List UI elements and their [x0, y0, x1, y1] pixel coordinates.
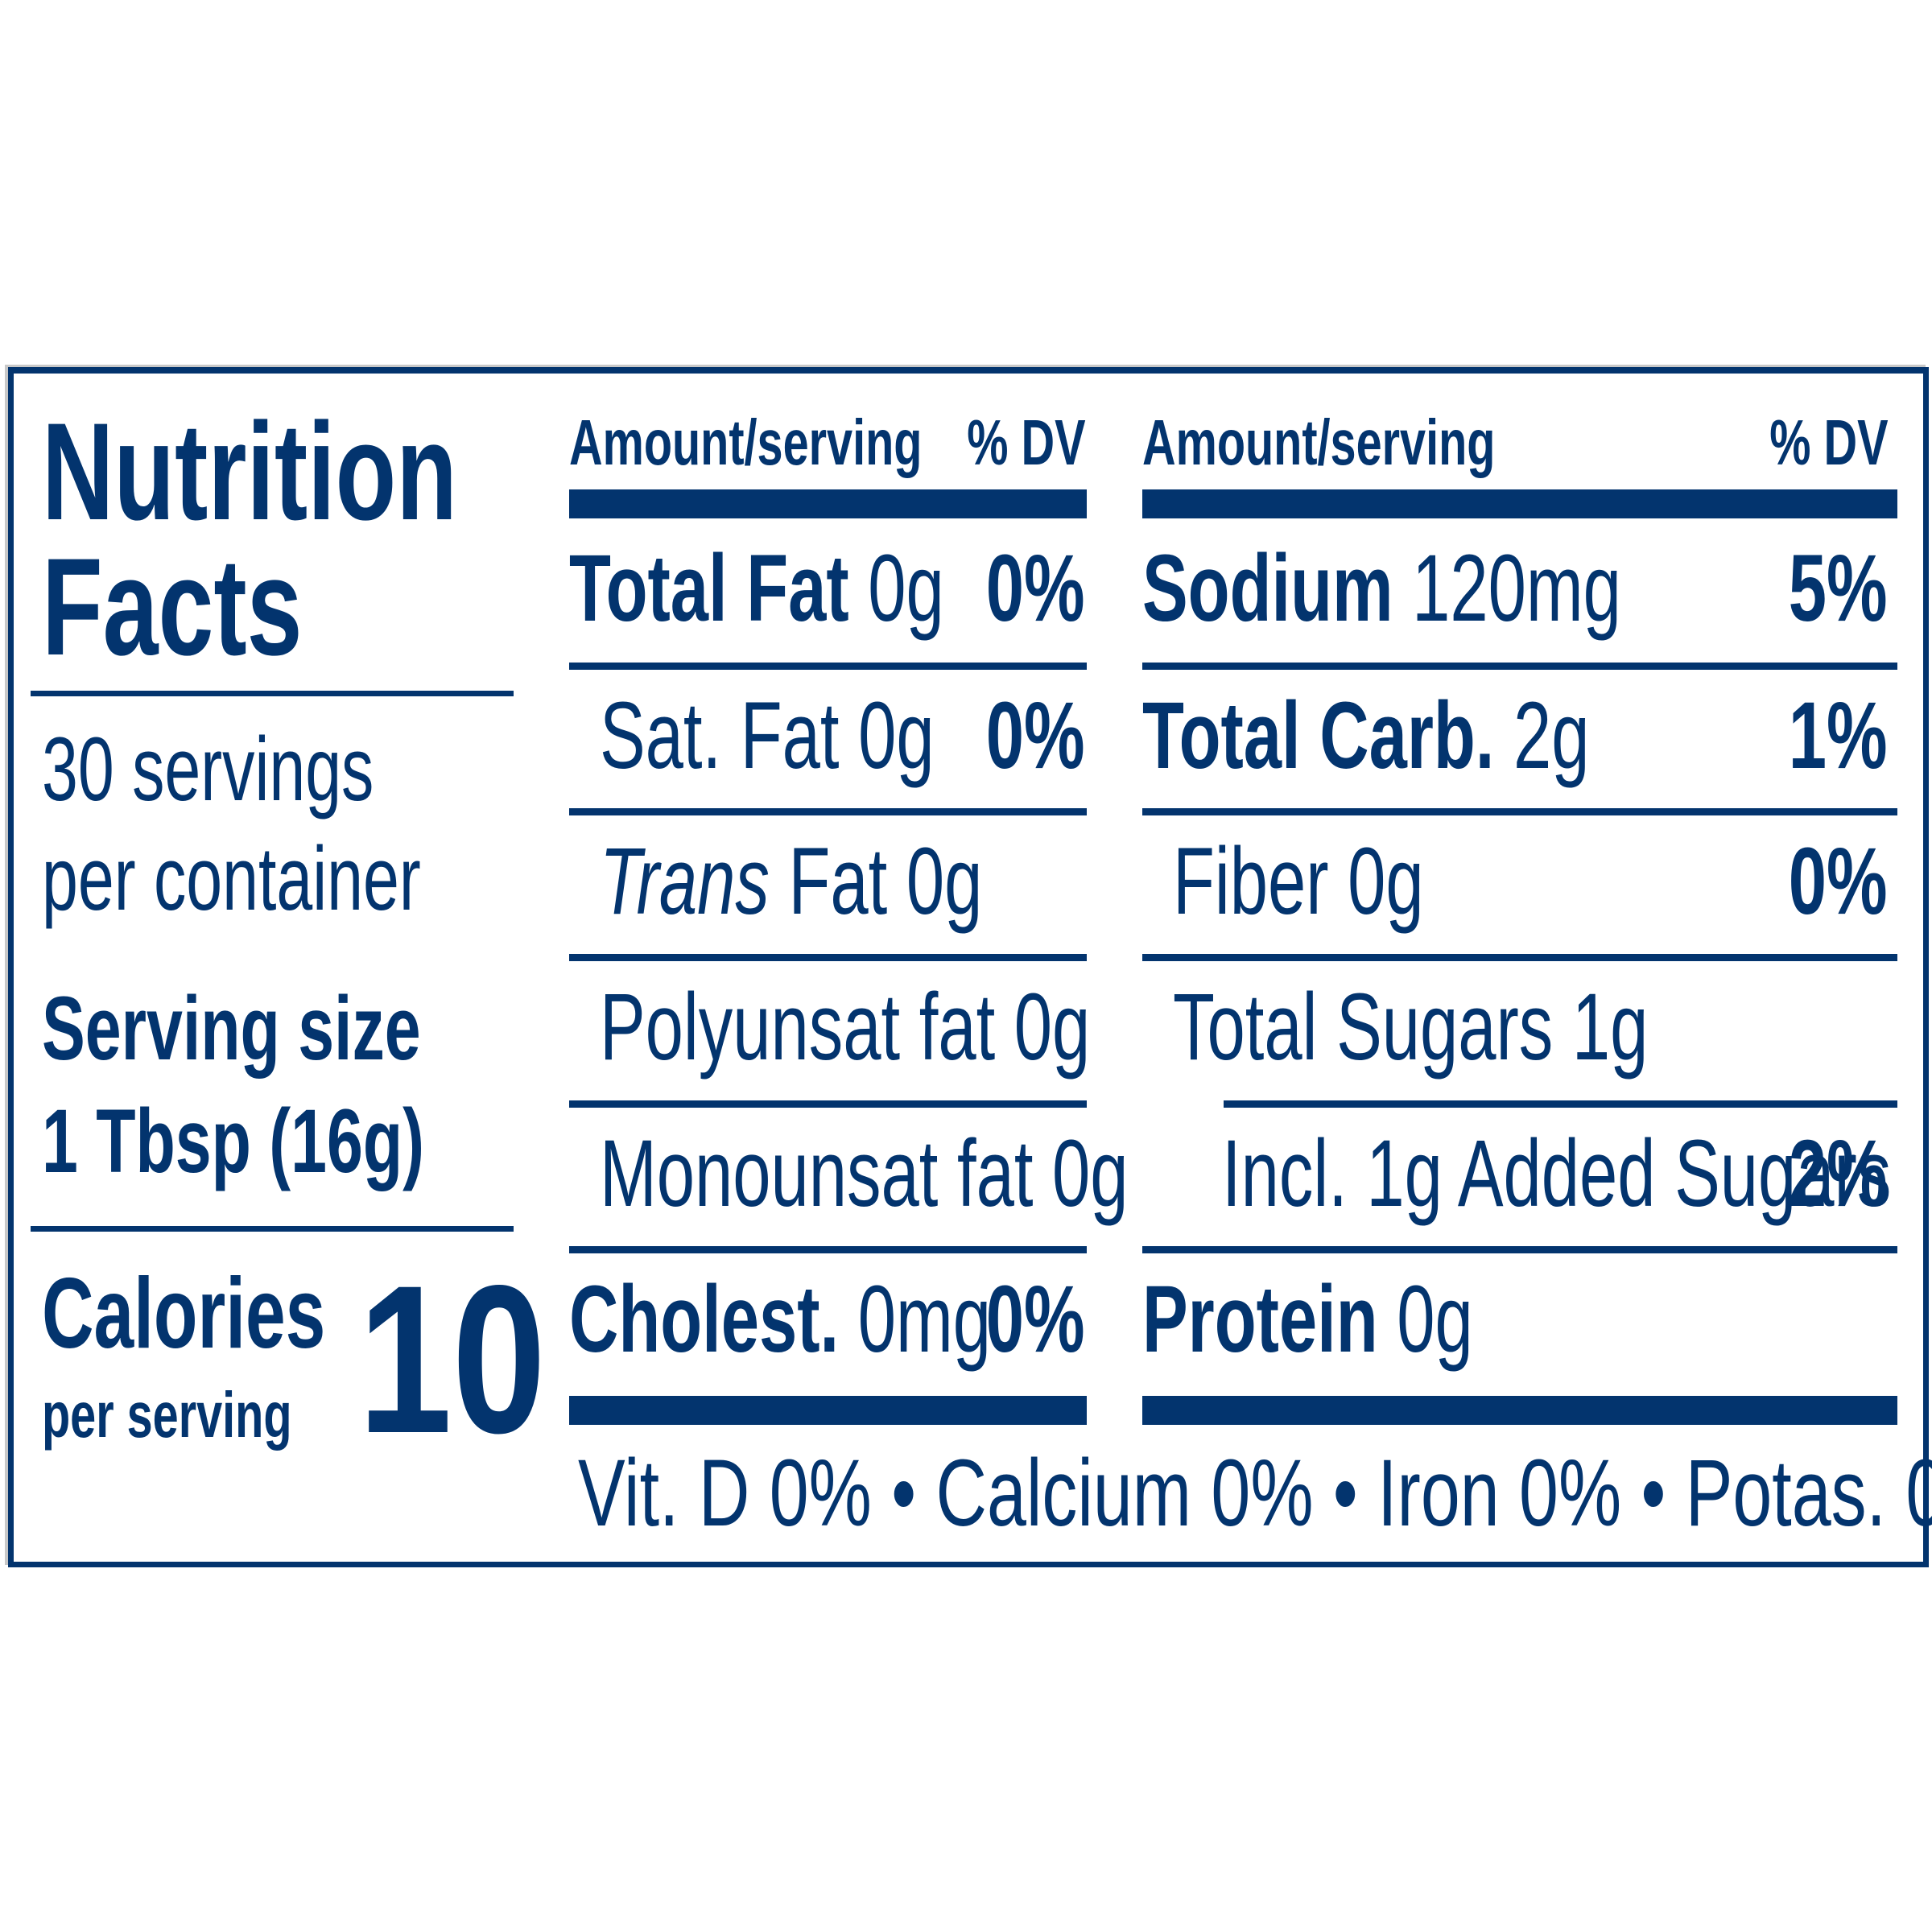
row-divider-indented — [1224, 1100, 1897, 1108]
row-divider — [569, 1246, 1087, 1253]
bullet-separator: • — [1641, 1440, 1666, 1546]
cholesterol-amount: 0mg — [857, 1266, 992, 1373]
servings-per-container-line-1: 30 servings — [42, 719, 374, 819]
vitamin-d-label: Vit. D — [578, 1440, 750, 1546]
right-header-dv: % DV — [1769, 407, 1888, 478]
added-sugars-dv: 2% — [1789, 1121, 1888, 1227]
cholesterol-dv: 0% — [986, 1266, 1085, 1373]
iron-label: Iron — [1377, 1440, 1500, 1546]
left-header-bar — [569, 489, 1087, 518]
row-divider — [569, 808, 1087, 815]
calories-value: 10 — [358, 1241, 547, 1477]
total-fat-dv: 0% — [986, 535, 1085, 642]
vitamin-d-dv: 0% — [769, 1440, 872, 1546]
total-sugars-amount: 1g — [1571, 974, 1649, 1080]
left-header-dv: % DV — [966, 407, 1085, 478]
sodium-dv: 5% — [1789, 535, 1888, 642]
trans-fat-amount: 0g — [906, 828, 983, 935]
row-divider — [569, 954, 1087, 961]
row-divider — [1142, 808, 1897, 815]
protein-row: Protein 0g — [1142, 1272, 1473, 1367]
polyunsat-fat-row: Polyunsat fat 0g — [600, 980, 1090, 1075]
total-carb-amount: 2g — [1513, 683, 1590, 789]
total-carb-dv: 1% — [1789, 683, 1888, 789]
total-sugars-row: Total Sugars 1g — [1173, 980, 1648, 1075]
sat-fat-dv: 0% — [986, 683, 1085, 789]
serving-size-value: 1 Tbsp (16g) — [42, 1091, 424, 1191]
total-fat-amount: 0g — [868, 535, 944, 642]
calcium-dv: 0% — [1211, 1440, 1314, 1546]
sodium-label: Sodium — [1142, 535, 1393, 642]
potassium-dv: 0% — [1905, 1440, 1932, 1546]
total-fat-label: Total Fat — [569, 535, 849, 642]
sodium-amount: 120mg — [1412, 535, 1621, 642]
protein-label: Protein — [1142, 1266, 1378, 1373]
serving-size-label: Serving size — [42, 978, 421, 1079]
trans-fat-row: Trans Fat 0g — [600, 834, 982, 929]
monounsat-fat-amount: 0g — [1052, 1121, 1129, 1227]
cholesterol-row: Cholest. 0mg — [569, 1272, 991, 1367]
polyunsat-fat-label: Polyunsat fat — [600, 974, 996, 1080]
nutrition-facts-panel — [8, 367, 1929, 1567]
sat-fat-label: Sat. Fat — [600, 683, 840, 789]
fiber-amount: 0g — [1348, 828, 1424, 935]
calcium-label: Calcium — [935, 1440, 1191, 1546]
calories-label: Calories — [42, 1258, 326, 1369]
total-carb-row: Total Carb. 2g — [1142, 688, 1590, 783]
monounsat-fat-row: Monounsat fat 0g — [600, 1126, 1129, 1221]
sat-fat-amount: 0g — [858, 683, 935, 789]
sodium-row: Sodium 120mg — [1142, 541, 1621, 636]
trans-fat-label-prefix: Trans — [600, 828, 770, 935]
right-header-bar — [1142, 489, 1897, 518]
added-sugars-label: Incl. 1g Added Sugars — [1222, 1121, 1892, 1227]
title-line-2: Facts — [42, 530, 303, 684]
protein-amount: 0g — [1397, 1266, 1473, 1373]
row-divider — [569, 663, 1087, 670]
serving-divider — [31, 1226, 514, 1232]
fiber-label: Fiber — [1173, 828, 1329, 935]
monounsat-fat-label: Monounsat fat — [600, 1121, 1034, 1227]
right-header-amount: Amount/serving — [1142, 407, 1496, 478]
potassium-label: Potas. — [1685, 1440, 1886, 1546]
left-header-amount: Amount/serving — [569, 407, 923, 478]
row-divider — [1142, 1246, 1897, 1253]
trans-fat-label-suffix: Fat — [788, 828, 888, 935]
row-divider — [569, 1100, 1087, 1108]
total-sugars-label: Total Sugars — [1173, 974, 1554, 1080]
title-divider — [31, 691, 514, 696]
vitamins-minerals-line: Vit. D 0% • Calcium 0% • Iron 0% • Potas… — [578, 1446, 1932, 1541]
right-footer-bar — [1142, 1396, 1897, 1425]
bullet-separator: • — [891, 1440, 917, 1546]
polyunsat-fat-amount: 0g — [1013, 974, 1091, 1080]
sat-fat-row: Sat. Fat 0g — [600, 688, 935, 783]
row-divider — [1142, 954, 1897, 961]
cholesterol-label: Cholest. — [569, 1266, 840, 1373]
iron-dv: 0% — [1519, 1440, 1622, 1546]
servings-per-container-line-2: per container — [42, 828, 421, 929]
calories-subtext: per serving — [42, 1379, 292, 1451]
fiber-dv: 0% — [1789, 828, 1888, 935]
bullet-separator: • — [1332, 1440, 1358, 1546]
row-divider — [1142, 663, 1897, 670]
left-footer-bar — [569, 1396, 1087, 1425]
title-line-1: Nutrition — [42, 394, 457, 549]
total-fat-row: Total Fat 0g — [569, 541, 944, 636]
fiber-row: Fiber 0g — [1173, 834, 1424, 929]
added-sugars-row: Incl. 1g Added Sugars — [1222, 1126, 1891, 1221]
total-carb-label: Total Carb. — [1142, 683, 1495, 789]
